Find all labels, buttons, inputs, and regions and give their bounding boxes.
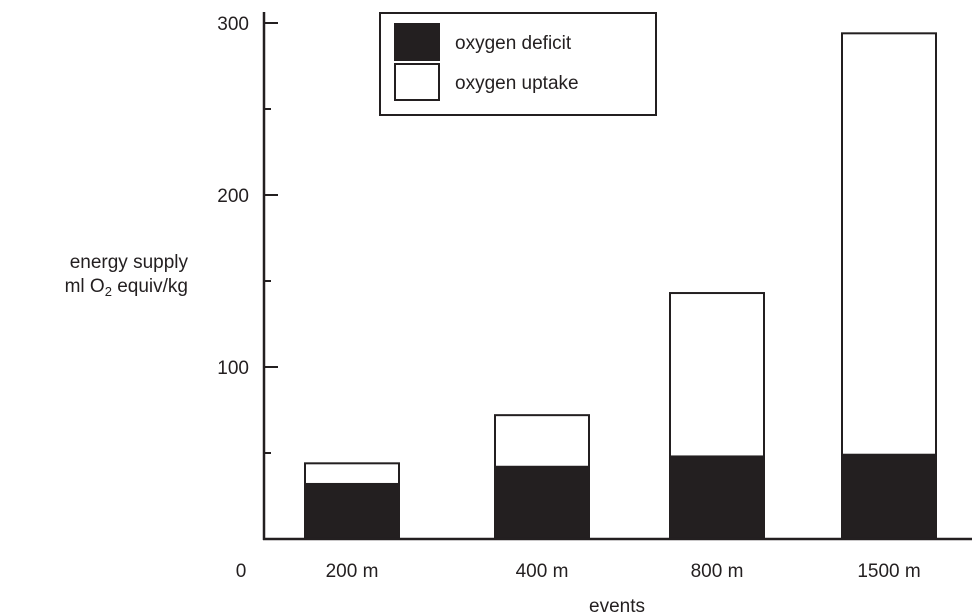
y-axis-label-line2: ml O2 equiv/kg xyxy=(64,276,188,299)
x-tick-label: 800 m xyxy=(691,561,744,582)
legend-swatch-deficit xyxy=(394,23,440,61)
bar-uptake-1500m xyxy=(841,32,937,456)
legend-swatch-uptake xyxy=(394,63,440,101)
legend: oxygen deficit oxygen uptake xyxy=(379,12,657,116)
bar-deficit-400m xyxy=(494,465,590,541)
legend-label-uptake: oxygen uptake xyxy=(455,73,579,94)
x-axis-label: events xyxy=(589,596,645,616)
axes-layer: 200 m 400 m 800 m 1500 m 100 200 300 0 events xyxy=(217,12,972,616)
x-tick-label: 1500 m xyxy=(857,561,920,582)
bar-uptake-800m xyxy=(669,292,765,458)
bar-deficit-200m xyxy=(304,482,400,540)
bar-deficit-1500m xyxy=(841,453,937,540)
y-zero-label: 0 xyxy=(236,561,247,582)
y-axis-label-line1: energy supply xyxy=(69,252,188,273)
x-tick-label: 200 m xyxy=(326,561,379,582)
bar-uptake-200m xyxy=(304,462,400,485)
bar-deficit-800m xyxy=(669,455,765,540)
bar-uptake-400m xyxy=(494,414,590,468)
y-tick-label: 100 xyxy=(217,358,249,379)
bars-layer xyxy=(304,32,937,541)
legend-label-deficit: oxygen deficit xyxy=(455,33,572,54)
y-axis-label: energy supply ml O2 equiv/kg xyxy=(0,251,188,299)
y-tick-label: 200 xyxy=(217,186,249,207)
x-tick-label: 400 m xyxy=(516,561,569,582)
y-tick-label: 300 xyxy=(217,14,249,35)
